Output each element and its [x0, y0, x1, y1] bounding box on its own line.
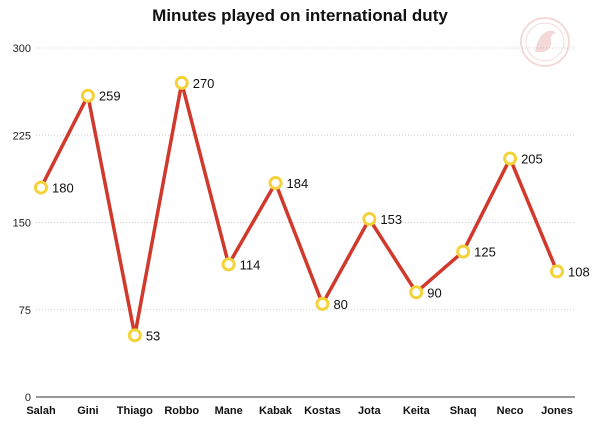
label-layer: 180 259 53 270 114 184 80 153 90 125 205 108	[52, 76, 590, 343]
data-label: 80	[333, 297, 347, 312]
x-category-label: Mane	[215, 405, 243, 417]
data-label: 259	[99, 89, 121, 104]
x-category-label: Robbo	[164, 405, 199, 417]
data-label: 205	[521, 152, 543, 167]
data-point	[174, 75, 189, 90]
data-point	[221, 257, 236, 272]
data-label: 184	[287, 176, 309, 191]
chart-title: Minutes played on international duty	[152, 6, 448, 25]
x-category-label: Neco	[497, 405, 524, 417]
data-point	[503, 151, 518, 166]
data-label: 270	[193, 76, 215, 91]
marker-layer	[34, 75, 564, 343]
x-category-label: Shaq	[450, 405, 477, 417]
data-label: 108	[568, 264, 590, 279]
data-point	[127, 328, 142, 343]
x-category-label: Salah	[26, 405, 56, 417]
y-tick-label: 300	[13, 43, 31, 55]
x-category-label: Gini	[77, 405, 98, 417]
data-label: 114	[240, 257, 261, 272]
x-category-label: Kostas	[304, 405, 341, 417]
data-point	[34, 180, 48, 195]
data-label: 90	[427, 285, 441, 300]
data-label: 53	[146, 328, 160, 343]
data-point	[362, 212, 377, 227]
y-tick-label: 75	[19, 305, 31, 317]
liverbird-crest-icon	[520, 17, 570, 67]
y-tick-label: 0	[25, 392, 31, 404]
x-category-label: Kabak	[259, 405, 293, 417]
line-layer	[39, 81, 559, 338]
data-point	[268, 175, 283, 190]
data-point	[409, 285, 424, 300]
series-line	[39, 81, 559, 338]
y-tick-label: 225	[13, 130, 31, 142]
x-category-label: Jota	[358, 405, 382, 417]
x-category-label: Thiago	[117, 405, 153, 417]
data-point	[315, 296, 330, 311]
data-label: 153	[380, 212, 402, 227]
data-point	[456, 244, 471, 259]
x-category-label: Jones	[541, 405, 573, 417]
x-category-label: Keita	[403, 405, 431, 417]
data-point	[550, 264, 564, 279]
y-tick-label: 150	[13, 218, 31, 230]
data-label: 125	[474, 245, 496, 260]
data-label: 180	[52, 181, 74, 196]
data-point	[80, 88, 95, 103]
axis-layer: 0 75 150 225 300 Salah Gini Thiago Robbo Mane Kaba…	[13, 43, 575, 417]
